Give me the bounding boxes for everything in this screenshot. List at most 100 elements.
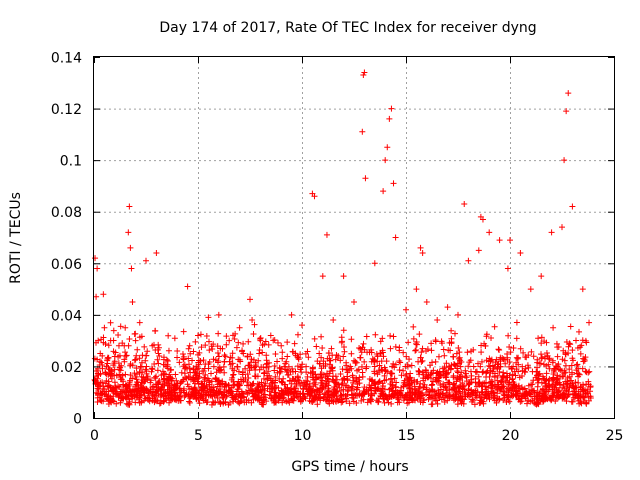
band-point [518,372,525,379]
band-point [582,337,589,344]
band-point [255,387,262,394]
band-point [403,353,410,360]
band-point [150,386,157,393]
band-point [266,382,273,389]
band-point [360,396,367,403]
band-point [235,356,242,363]
band-point [539,398,546,405]
band-point [116,352,123,359]
band-point [215,330,222,337]
band-point [394,399,401,406]
band-point [328,364,335,371]
band-point [476,379,483,386]
band-point [481,394,488,401]
band-point [415,389,422,396]
band-point [354,367,361,374]
band-point [545,388,552,395]
band-point [208,370,215,377]
band-point [251,321,258,328]
band-point [209,346,216,353]
data-point [417,244,424,251]
band-point [280,394,287,401]
band-point [475,373,482,380]
band-point [574,361,581,368]
band-point [185,361,192,368]
band-point [221,391,228,398]
band-point [491,392,498,399]
band-point [538,340,545,347]
band-point [497,379,504,386]
band-point [546,365,553,372]
band-point [232,330,239,337]
band-point [186,393,193,400]
data-point [125,229,132,236]
band-point [221,383,228,390]
data-point [126,203,133,210]
band-point [412,347,419,354]
data-point [163,363,170,370]
x-tick-label: 0 [90,428,99,444]
data-point [413,286,420,293]
band-point [512,372,519,379]
band-point [473,369,480,376]
band-point [381,372,388,379]
band-point [152,381,159,388]
data-point [496,237,503,244]
band-point [341,348,348,355]
band-point [506,379,513,386]
band-point [541,376,548,383]
band-point [562,362,569,369]
band-point [190,348,197,355]
band-point [93,380,100,387]
band-point [110,387,117,394]
band-point [524,362,531,369]
band-point [361,390,368,397]
band-point [217,388,224,395]
band-point [348,350,355,357]
band-point [465,387,472,394]
band-point [332,388,339,395]
band-point [255,395,262,402]
y-tick-label: 0.04 [51,308,82,324]
band-point [511,381,518,388]
band-point [239,348,246,355]
band-point [166,384,173,391]
band-point [587,395,594,402]
band-point [484,368,491,375]
band-point [223,333,230,340]
band-point [210,356,217,363]
band-point [346,367,353,374]
band-point [211,387,218,394]
band-point [533,392,540,399]
band-point [417,354,424,361]
band-point [309,369,316,376]
band-point [202,361,209,368]
band-point [234,381,241,388]
band-point [443,360,450,367]
band-point [226,399,233,406]
band-point [489,389,496,396]
band-point [554,389,561,396]
band-point [157,391,164,398]
band-point [176,392,183,399]
band-point [554,372,561,379]
data-point [127,244,134,251]
data-point [392,234,399,241]
band-point [421,384,428,391]
data-point [527,286,534,293]
band-point [143,352,150,359]
band-point [488,356,495,363]
band-point [100,339,107,346]
band-point [363,365,370,372]
band-point [565,343,572,350]
band-point [483,331,490,338]
band-point [479,369,486,376]
band-point [368,358,375,365]
plot-frame [93,56,615,419]
band-point [338,395,345,402]
data-point [278,342,285,349]
band-point [441,364,448,371]
band-point [316,391,323,398]
band-point [469,396,476,403]
band-point [193,389,200,396]
